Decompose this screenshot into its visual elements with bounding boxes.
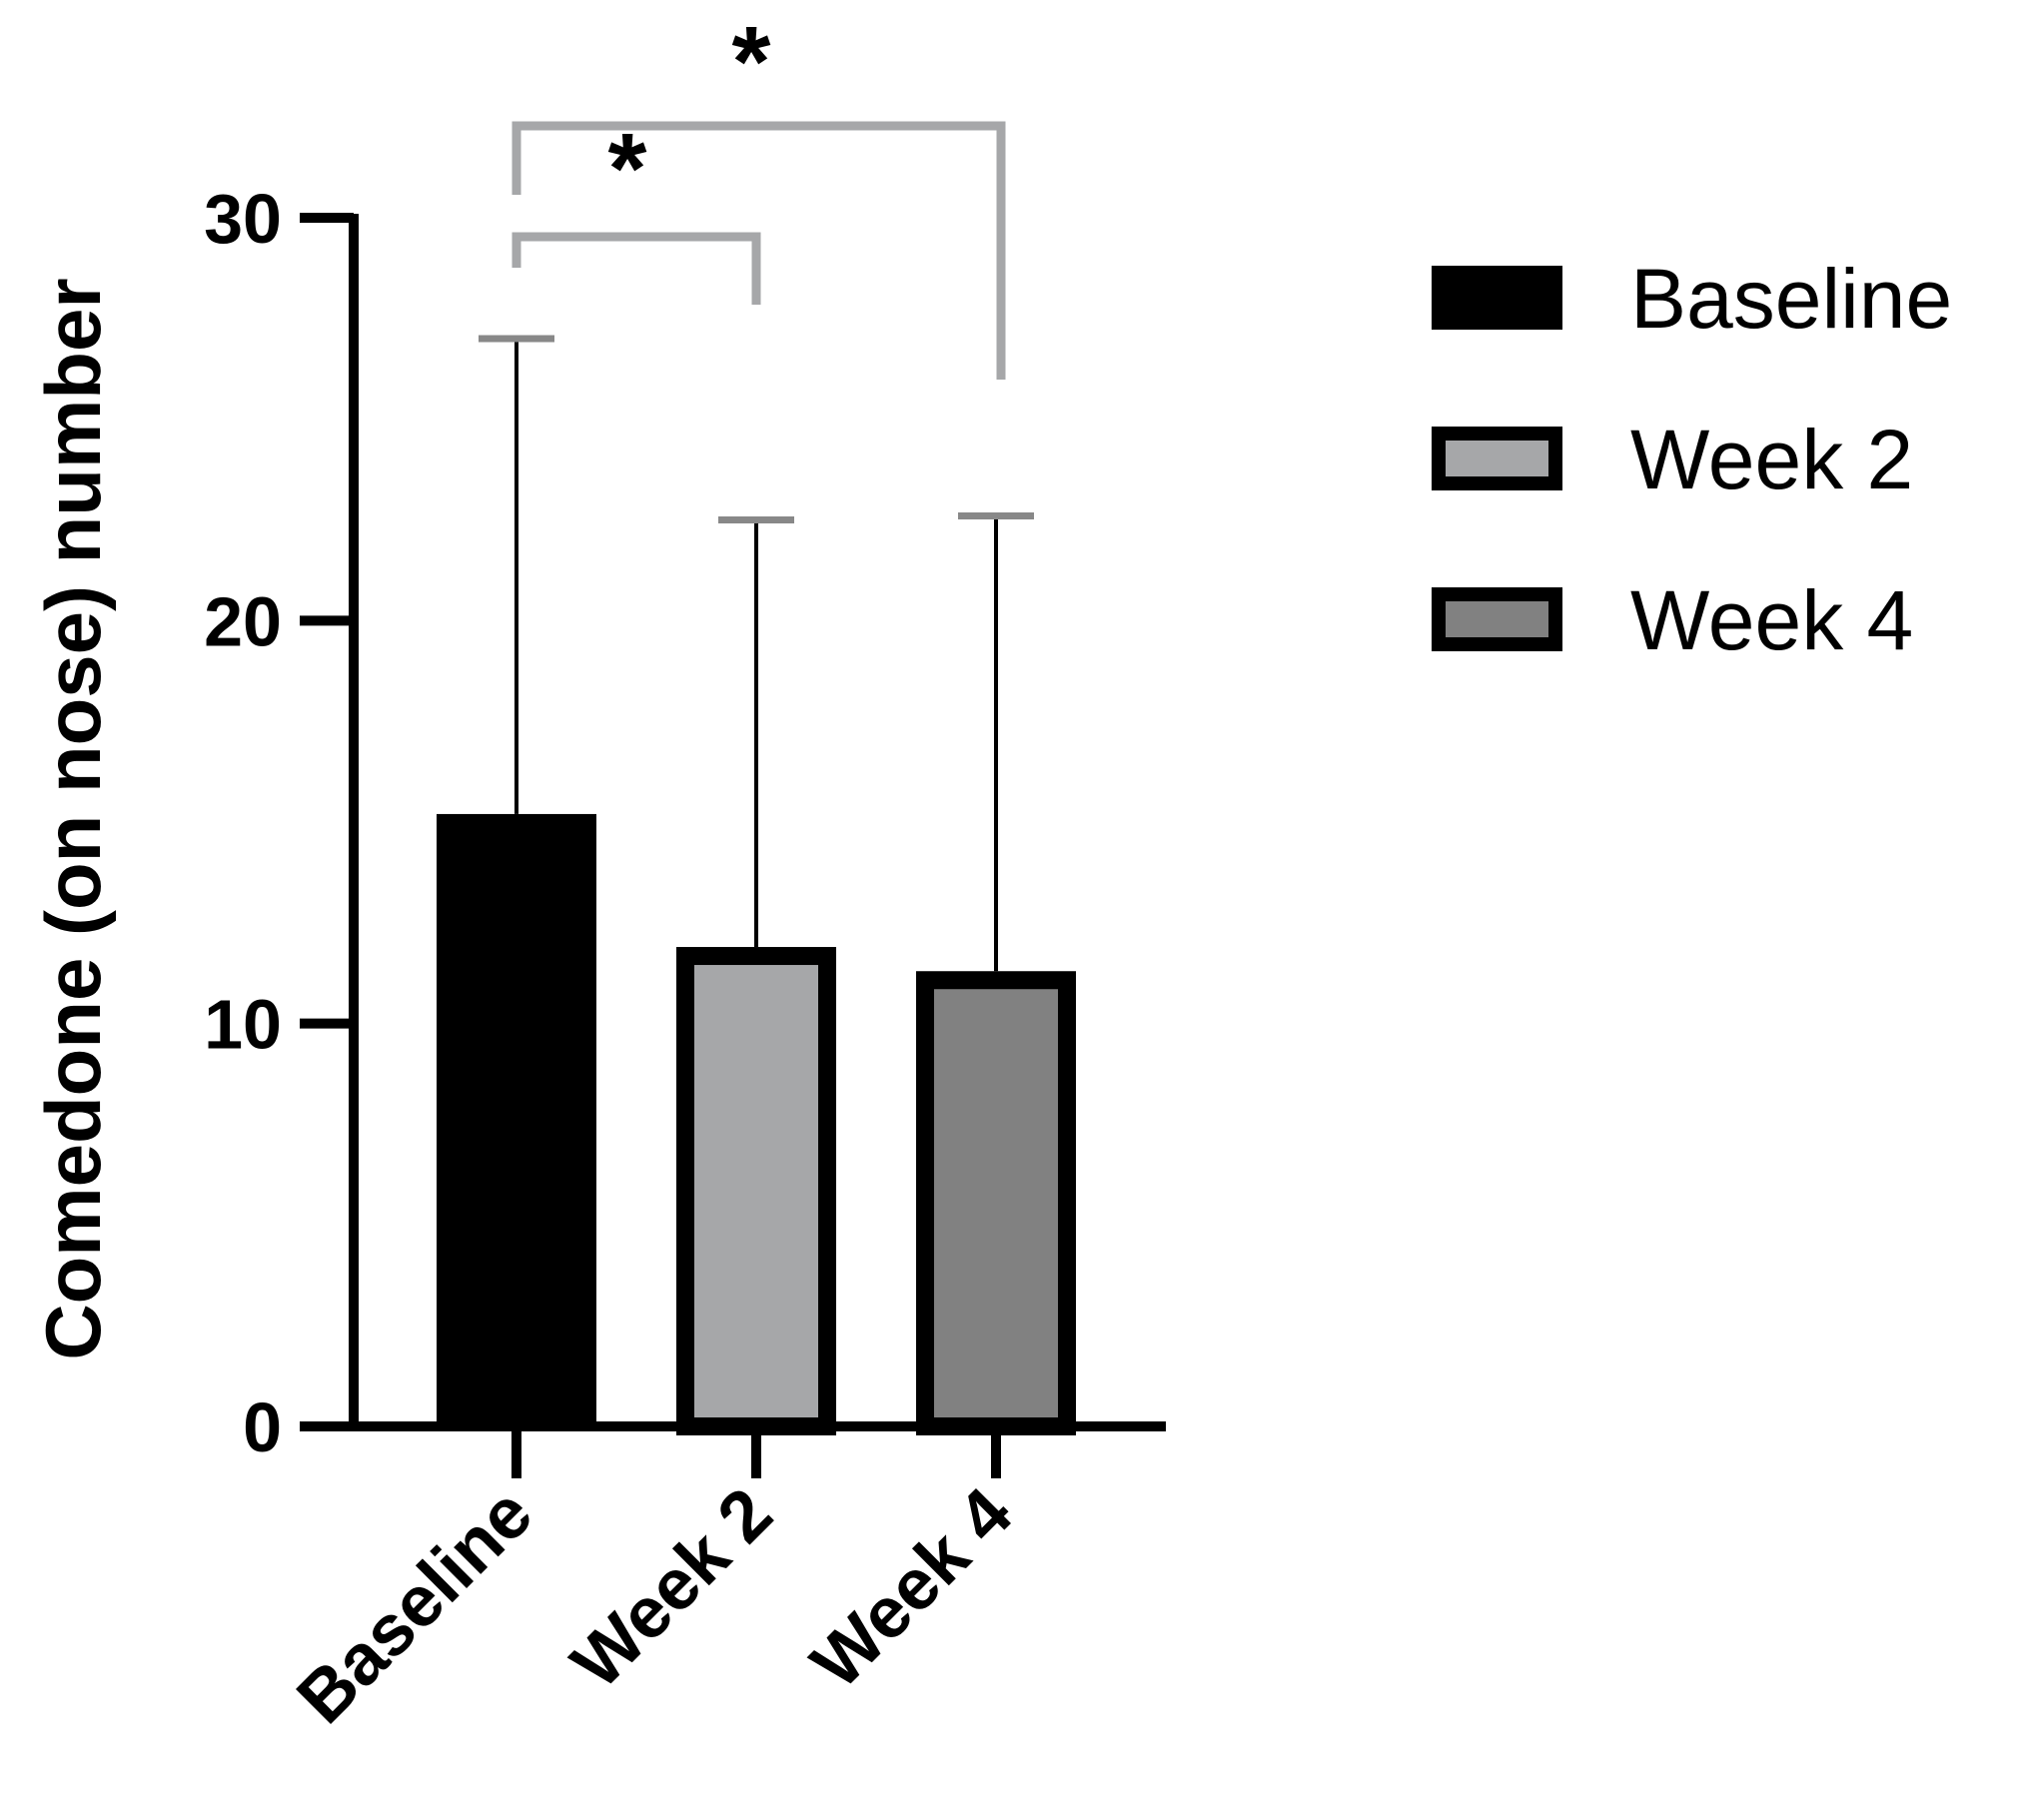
bar-week-2 <box>676 947 836 1435</box>
legend: Baseline Week 2 Week 4 <box>1432 252 1952 667</box>
significance-label-baseline-week-2: * <box>608 113 647 225</box>
x-tick-label-week-2: Week 2 <box>556 1473 787 1704</box>
bars-layer <box>437 813 1076 1435</box>
significance-bracket-baseline-week-4 <box>511 121 1006 380</box>
legend-swatch-week-2 <box>1432 427 1562 490</box>
y-axis-title: Comedone (on nose) number <box>29 278 117 1360</box>
legend-swatch-baseline <box>1432 266 1562 330</box>
bar-week-4 <box>916 971 1076 1435</box>
y-tick-label-30: 30 <box>204 180 282 258</box>
y-tick-label-0: 0 <box>243 1388 282 1466</box>
error-bars-layer <box>479 335 1034 972</box>
legend-label-week-4: Week 4 <box>1630 573 1913 667</box>
legend-label-baseline: Baseline <box>1630 252 1952 346</box>
x-tick-label-baseline: Baseline <box>282 1473 547 1739</box>
bar-baseline <box>437 813 596 1426</box>
x-tick-label-week-4: Week 4 <box>796 1473 1027 1704</box>
y-tick-label-20: 20 <box>204 582 282 660</box>
significance-layer: ** <box>511 6 1006 380</box>
significance-label-baseline-week-4: * <box>732 6 771 118</box>
legend-label-week-2: Week 2 <box>1630 413 1913 506</box>
significance-bracket-baseline-week-2 <box>511 232 761 305</box>
legend-swatch-week-4 <box>1432 587 1562 651</box>
y-tick-label-10: 10 <box>204 986 282 1064</box>
